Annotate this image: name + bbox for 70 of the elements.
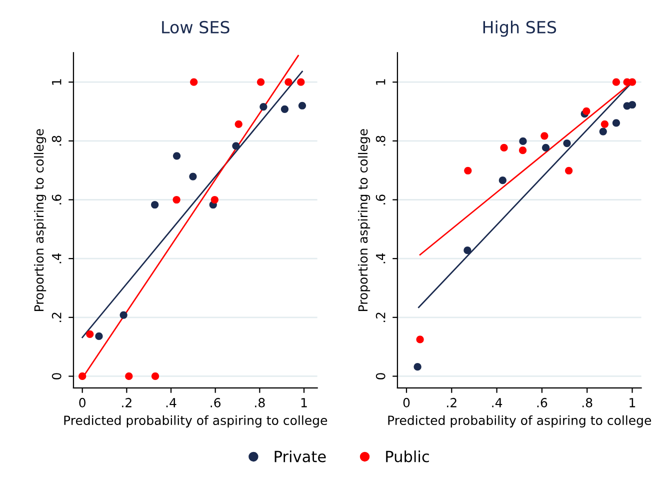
point [612,78,620,86]
point [542,144,550,152]
y-axis-title: Proportion aspiring to college [358,129,370,312]
point [284,78,292,86]
point [256,78,265,86]
point [599,128,607,136]
y-tick-label: .6 [52,194,62,204]
point [563,139,571,148]
y-tick-label: 1 [52,79,62,85]
point [210,196,218,204]
point [280,105,289,113]
x-tick-label: .2 [447,398,456,408]
y-tick-label: .8 [52,136,62,146]
x-tick-label: .6 [537,398,548,408]
point [234,120,242,128]
x-tick-label: .4 [166,398,176,408]
y-tick-label: .6 [376,194,386,204]
y-axis-title: Proportion aspiring to college [34,129,46,312]
point [628,100,636,109]
y-tick-label: 1 [376,79,386,85]
point [464,246,472,254]
x-axis-title: Predicted probability of aspiring to college [64,415,328,428]
point [582,107,590,116]
legend-label: Private [274,450,326,462]
y-tick-label: .4 [52,253,62,264]
x-tick-label: 1 [301,398,307,408]
point [151,372,160,380]
point [125,372,133,380]
x-tick-label: 0 [403,398,410,408]
point [612,119,620,127]
point [298,102,306,110]
x-tick-label: 0 [79,398,86,408]
point [190,78,198,86]
y-tick-label: .8 [376,136,386,146]
legend-label: Public [386,450,429,462]
point [600,120,609,128]
x-tick-label: .8 [582,398,592,408]
point [464,166,472,174]
point [518,146,527,154]
point [232,142,240,150]
point [260,103,268,111]
point [172,152,181,160]
point [565,166,573,174]
x-axis-title: Predicted probability of aspiring to college [388,415,652,428]
chart-title: Low SES [162,20,230,34]
point [416,336,424,344]
point [120,311,128,319]
x-tick-label: .8 [255,398,265,408]
y-tick-label: .4 [376,253,386,264]
point [86,330,94,338]
chart-title: High SES [483,20,556,37]
point [95,332,103,340]
y-tick-label: 0 [52,373,62,380]
point [189,172,197,180]
point [500,144,508,152]
point [78,372,86,380]
x-tick-label: .4 [492,398,502,408]
point [297,78,305,86]
point [151,200,159,209]
point [519,137,527,146]
x-tick-label: .6 [210,398,221,408]
x-tick-label: 1 [630,398,636,408]
y-tick-label: .2 [52,312,62,322]
y-tick-label: 0 [376,373,386,380]
x-tick-label: .2 [122,398,132,408]
point [540,132,548,140]
point [414,363,422,371]
point [498,176,506,184]
point [172,196,180,204]
y-tick-label: .2 [376,312,386,322]
